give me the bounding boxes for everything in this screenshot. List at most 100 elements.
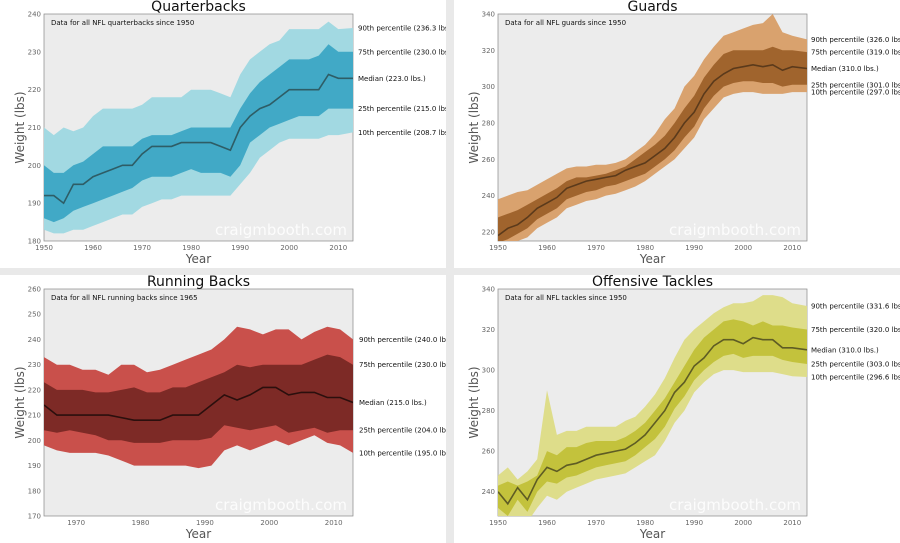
y-tick-label: 260 xyxy=(28,286,41,294)
percentile-label-p75: 75th percentile (230.0 lbs.) xyxy=(358,48,446,56)
watermark: craigmbooth.com xyxy=(669,221,801,239)
x-tick-label: 2010 xyxy=(783,244,801,252)
percentile-label-p10: 10th percentile (297.0 lbs.) xyxy=(811,89,900,97)
y-axis-label: Weight (lbs) xyxy=(467,366,481,438)
percentile-label-p90: 90th percentile (326.0 lbs.) xyxy=(811,36,900,44)
y-tick-label: 240 xyxy=(482,192,495,200)
x-tick-label: 2010 xyxy=(783,519,801,527)
x-tick-label: 2010 xyxy=(325,519,343,527)
percentile-label-p25: 25th percentile (303.0 lbs.) xyxy=(811,361,900,369)
y-tick-label: 240 xyxy=(482,488,495,496)
y-tick-label: 240 xyxy=(28,336,41,344)
chart-guards: craigmbooth.com Data for all NFL guards s… xyxy=(467,0,900,266)
x-tick-label: 2000 xyxy=(260,519,278,527)
y-tick-label: 340 xyxy=(482,286,495,294)
chart-offensive-tackles: craigmbooth.com Data for all NFL tackles … xyxy=(467,275,900,541)
chart-panel-quarterbacks: craigmbooth.com Data for all NFL quarterb… xyxy=(0,0,446,268)
y-tick-label: 190 xyxy=(28,200,41,208)
y-tick-label: 240 xyxy=(28,11,41,19)
y-tick-label: 250 xyxy=(28,311,41,319)
y-tick-label: 320 xyxy=(482,47,495,55)
y-axis-label: Weight (lbs) xyxy=(467,91,481,163)
y-tick-label: 200 xyxy=(28,162,41,170)
x-tick-label: 1970 xyxy=(587,519,605,527)
percentile-label-p25: 25th percentile (215.0 lbs.) xyxy=(358,105,446,113)
y-tick-label: 280 xyxy=(482,407,495,415)
percentile-label-p90: 90th percentile (236.3 lbs.) xyxy=(358,25,446,33)
x-tick-label: 1970 xyxy=(133,244,151,252)
chart-title: Running Backs xyxy=(147,275,250,290)
x-tick-label: 2000 xyxy=(734,519,752,527)
x-tick-label: 2000 xyxy=(734,244,752,252)
x-tick-label: 1960 xyxy=(84,244,102,252)
percentile-label-median: Median (223.0 lbs.) xyxy=(358,75,426,83)
percentile-label-median: Median (310.0 lbs.) xyxy=(811,65,879,73)
x-tick-label: 1980 xyxy=(182,244,200,252)
chart-panel-guards: craigmbooth.com Data for all NFL guards s… xyxy=(454,0,900,268)
y-tick-label: 170 xyxy=(28,513,41,521)
percentile-label-p90: 90th percentile (331.6 lbs.) xyxy=(811,303,900,311)
band-25th-75th-percentile xyxy=(44,44,353,223)
y-tick-label: 300 xyxy=(482,367,495,375)
x-tick-label: 1990 xyxy=(685,244,703,252)
y-tick-label: 190 xyxy=(28,462,41,470)
percentile-label-p90: 90th percentile (240.0 lbs.) xyxy=(359,336,446,344)
x-tick-label: 1950 xyxy=(489,244,507,252)
x-tick-label: 1980 xyxy=(636,519,654,527)
chart-panel-offensive-tackles: craigmbooth.com Data for all NFL tackles … xyxy=(454,275,900,543)
x-tick-label: 2010 xyxy=(329,244,347,252)
watermark: craigmbooth.com xyxy=(215,221,347,239)
y-tick-label: 180 xyxy=(28,238,41,246)
y-axis-label: Weight (lbs) xyxy=(13,366,27,438)
x-axis-label: Year xyxy=(185,527,211,541)
chart-title: Offensive Tackles xyxy=(592,275,713,290)
data-note: Data for all NFL tackles since 1950 xyxy=(505,294,627,302)
y-axis-label: Weight (lbs) xyxy=(13,91,27,163)
band-25th-75th-percentile xyxy=(498,46,807,241)
x-tick-label: 1960 xyxy=(538,519,556,527)
y-tick-label: 220 xyxy=(28,386,41,394)
chart-title: Guards xyxy=(628,0,678,15)
x-tick-label: 1970 xyxy=(67,519,85,527)
y-tick-label: 340 xyxy=(482,11,495,19)
x-tick-label: 2000 xyxy=(280,244,298,252)
y-tick-label: 180 xyxy=(28,487,41,495)
chart-title: Quarterbacks xyxy=(151,0,246,15)
percentile-label-p75: 75th percentile (320.0 lbs.) xyxy=(811,326,900,334)
y-tick-label: 230 xyxy=(28,48,41,56)
y-tick-label: 200 xyxy=(28,437,41,445)
median-line xyxy=(44,386,353,421)
band-25th-75th-percentile xyxy=(498,319,807,516)
y-tick-label: 300 xyxy=(482,83,495,91)
x-tick-label: 1990 xyxy=(196,519,214,527)
x-axis-label: Year xyxy=(639,252,665,266)
x-tick-label: 1970 xyxy=(587,244,605,252)
y-tick-label: 210 xyxy=(28,412,41,420)
y-tick-label: 260 xyxy=(482,448,495,456)
watermark: craigmbooth.com xyxy=(669,496,801,514)
x-tick-label: 1990 xyxy=(231,244,249,252)
chart-quarterbacks: craigmbooth.com Data for all NFL quarterb… xyxy=(13,0,446,266)
percentile-label-median: Median (215.0 lbs.) xyxy=(359,399,427,407)
x-axis-label: Year xyxy=(639,527,665,541)
watermark: craigmbooth.com xyxy=(215,496,347,514)
y-tick-label: 210 xyxy=(28,124,41,132)
median-line xyxy=(498,336,807,506)
percentile-label-p10: 10th percentile (296.6 lbs.) xyxy=(811,374,900,382)
chart-running-backs: craigmbooth.com Data for all NFL running … xyxy=(13,275,446,541)
percentile-label-p25: 25th percentile (204.0 lbs.) xyxy=(359,427,446,435)
percentile-label-p10: 10th percentile (195.0 lbs.) xyxy=(359,449,446,457)
x-tick-label: 1950 xyxy=(489,519,507,527)
median-line xyxy=(498,63,807,237)
y-tick-label: 220 xyxy=(28,86,41,94)
percentile-label-p10: 10th percentile (208.7 lbs.) xyxy=(358,129,446,137)
y-tick-label: 220 xyxy=(482,228,495,236)
y-tick-label: 320 xyxy=(482,326,495,334)
x-tick-label: 1950 xyxy=(35,244,53,252)
data-note: Data for all NFL running backs since 196… xyxy=(51,294,198,302)
percentile-label-p75: 75th percentile (230.0 lbs.) xyxy=(359,361,446,369)
chart-panel-running-backs: craigmbooth.com Data for all NFL running … xyxy=(0,275,446,543)
data-note: Data for all NFL guards since 1950 xyxy=(505,19,626,27)
y-tick-label: 260 xyxy=(482,156,495,164)
y-tick-label: 280 xyxy=(482,119,495,127)
